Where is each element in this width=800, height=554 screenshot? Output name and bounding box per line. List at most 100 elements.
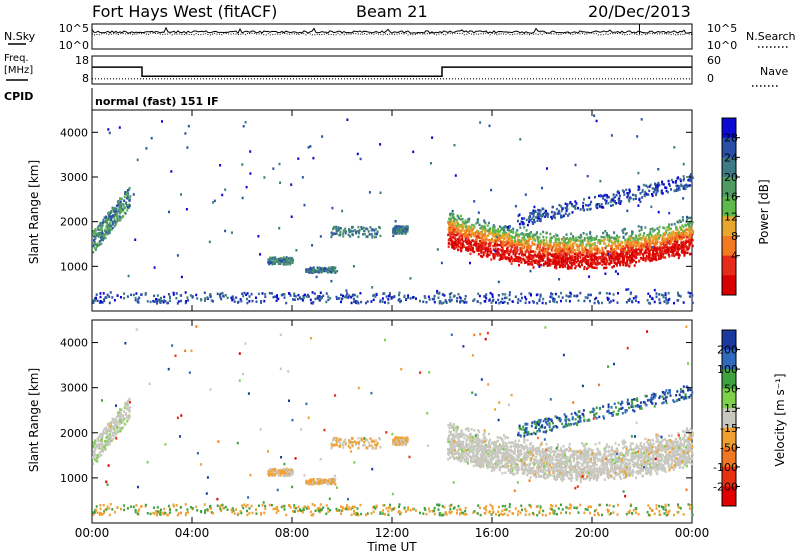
echo-cell [689, 236, 691, 240]
echo-cell [628, 188, 631, 191]
echo-cell [601, 513, 603, 517]
echo-cell [348, 228, 350, 231]
echo-cell [555, 263, 558, 267]
echo-cell [231, 298, 234, 302]
echo-cell [175, 504, 178, 507]
echo-cell [580, 263, 583, 267]
echo-cell [441, 293, 444, 296]
echo-cell [280, 293, 283, 297]
echo-cell [185, 208, 188, 211]
echo-cell [504, 236, 507, 240]
echo-cell [687, 503, 690, 506]
echo-cell [661, 239, 664, 243]
echo-cell [483, 233, 486, 236]
echo-cell [567, 245, 570, 248]
echo-cell [552, 511, 555, 515]
echo-cell [275, 299, 278, 302]
echo-cell [366, 227, 369, 231]
echo-cell [480, 244, 483, 248]
echo-cell [115, 204, 118, 208]
echo-cell [529, 246, 532, 249]
echo-cell [461, 220, 464, 224]
echo-cell [394, 230, 397, 234]
echo-cell [622, 261, 625, 264]
echo-cell [230, 296, 233, 300]
echo-cell [303, 293, 306, 297]
echo-cell [625, 301, 628, 304]
echo-cell [530, 230, 533, 234]
echo-cell [128, 198, 131, 201]
echo-cell [456, 238, 459, 241]
echo-cell [589, 232, 592, 235]
echo-cell [175, 508, 178, 512]
echo-cell [449, 219, 452, 223]
echo-cell [654, 233, 657, 237]
echo-cell [573, 263, 576, 266]
echo-cell [505, 231, 508, 235]
echo-cell [309, 269, 312, 272]
echo-cell [311, 267, 314, 270]
echo-cell [456, 232, 459, 235]
echo-cell [502, 240, 505, 244]
nave-label: Nave [760, 65, 788, 78]
echo-cell [685, 232, 688, 235]
echo-cell [458, 230, 460, 233]
echo-cell [469, 248, 472, 252]
echo-cell [293, 292, 296, 295]
echo-cell [476, 219, 479, 222]
echo-cell [465, 301, 468, 304]
echo-cell [167, 293, 170, 296]
echo-cell [286, 262, 289, 266]
echo-cell [511, 300, 514, 303]
echo-cell [482, 226, 485, 230]
echo-cell [327, 507, 330, 510]
echo-cell [614, 250, 617, 253]
echo-cell [527, 244, 530, 247]
echo-cell [457, 240, 460, 244]
echo-cell [500, 228, 502, 232]
echo-cell [216, 292, 219, 296]
echo-cell [635, 249, 638, 252]
echo-cell [691, 513, 694, 516]
echo-cell [524, 233, 527, 236]
echo-cell [218, 293, 221, 297]
echo-cell [544, 249, 547, 253]
echo-cell [501, 250, 504, 253]
echo-cell [650, 205, 653, 209]
echo-cell [573, 239, 576, 242]
echo-cell [596, 249, 599, 253]
echo-cell [631, 250, 634, 253]
echo-cell [536, 231, 539, 234]
echo-cell [677, 247, 680, 250]
echo-cell [219, 507, 222, 511]
echo-cell [501, 232, 504, 235]
echo-cell [533, 253, 536, 257]
echo-cell [106, 443, 109, 447]
echo-cell [316, 507, 319, 510]
echo-cell [667, 249, 670, 253]
echo-cell [156, 511, 159, 515]
echo-cell [110, 436, 112, 439]
echo-cell [583, 248, 585, 251]
echo-cell [456, 297, 459, 300]
echo-cell [468, 225, 471, 228]
echo-cell [476, 221, 479, 224]
echo-cell [372, 298, 375, 302]
echo-cell [473, 240, 476, 243]
echo-cell [462, 225, 465, 228]
echo-cell [680, 236, 683, 239]
echo-cell [613, 248, 616, 251]
echo-cell [643, 243, 646, 246]
echo-cell [579, 503, 582, 507]
echo-cell [654, 248, 656, 252]
echo-cell [99, 434, 102, 437]
echo-cell [511, 236, 514, 240]
echo-cell [577, 511, 580, 514]
echo-cell [325, 300, 328, 304]
echo-cell [608, 301, 611, 304]
echo-cell [663, 233, 666, 237]
echo-cell [381, 300, 384, 303]
echo-cell [260, 300, 263, 303]
echo-cell [610, 236, 613, 239]
echo-cell [283, 260, 286, 263]
